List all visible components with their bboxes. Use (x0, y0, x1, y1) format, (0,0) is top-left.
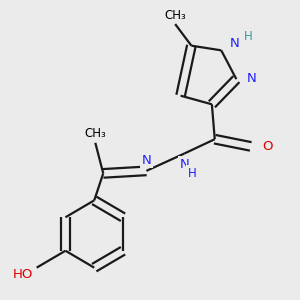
Text: N: N (230, 38, 240, 50)
Text: O: O (262, 140, 273, 153)
Text: N: N (142, 154, 151, 166)
Text: HO: HO (13, 268, 34, 281)
Text: CH₃: CH₃ (84, 127, 106, 140)
Text: CH₃: CH₃ (164, 9, 186, 22)
Text: H: H (188, 167, 197, 180)
Text: N: N (179, 158, 189, 171)
Text: N: N (247, 72, 257, 85)
Text: H: H (244, 30, 252, 43)
